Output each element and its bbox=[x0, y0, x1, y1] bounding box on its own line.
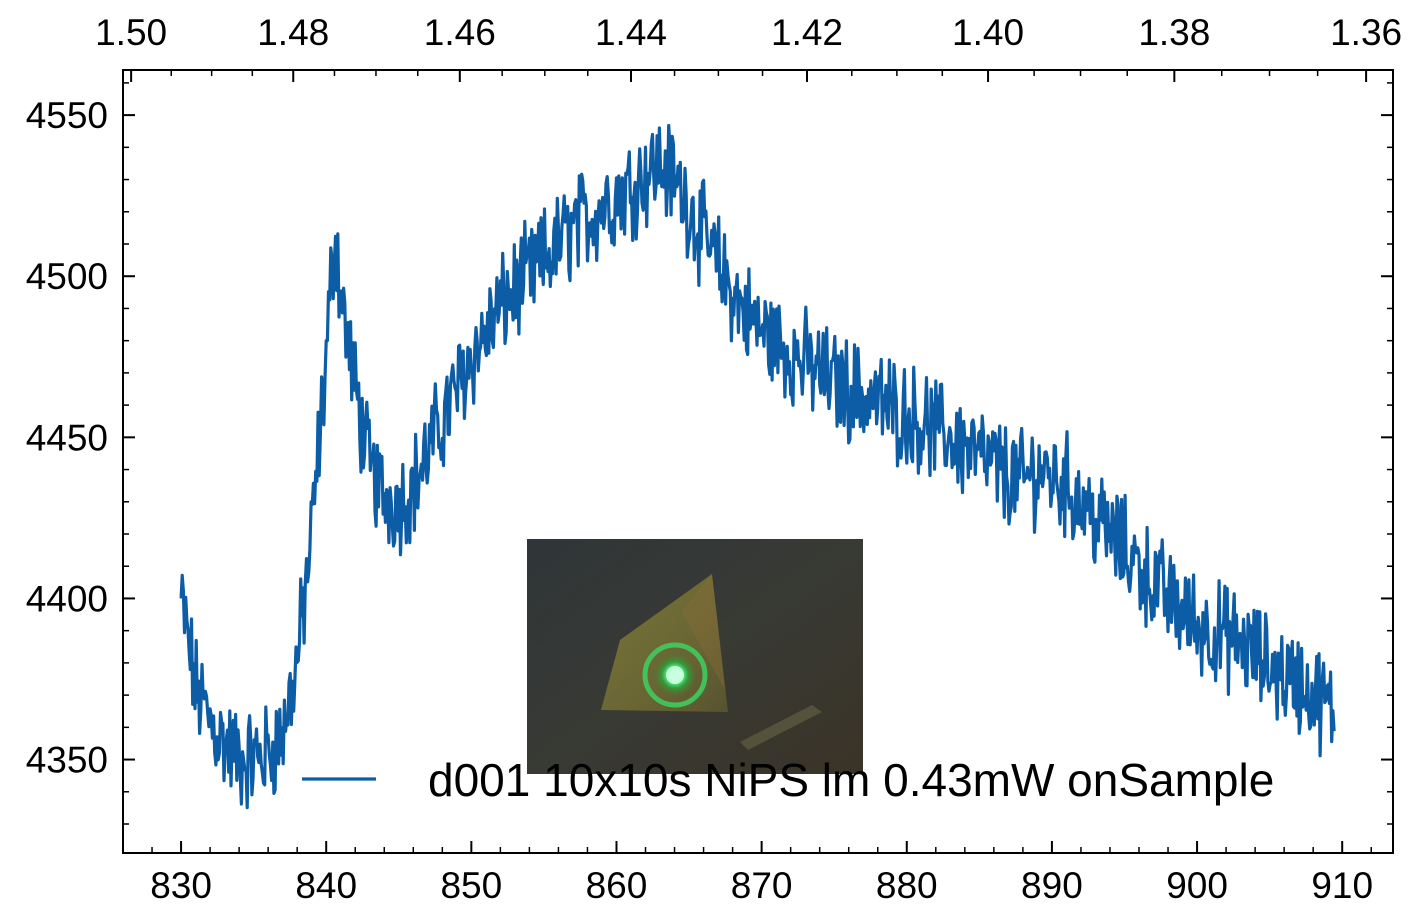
major-ticks bbox=[123, 70, 1393, 853]
top-tick-label: 1.48 bbox=[257, 12, 329, 53]
x-tick-label: 860 bbox=[586, 865, 648, 906]
y-tick-label: 4400 bbox=[26, 578, 108, 619]
x-tick-label: 830 bbox=[150, 865, 212, 906]
inset-laser-core bbox=[666, 666, 684, 684]
top-tick-label: 1.40 bbox=[952, 12, 1024, 53]
y-tick-label: 4500 bbox=[26, 256, 108, 297]
plot-frame bbox=[122, 69, 1394, 854]
y-tick-label: 4350 bbox=[26, 740, 108, 781]
x-tick-label: 880 bbox=[876, 865, 938, 906]
x-tick-labels: 830 840 850 860 870 880 890 900 910 bbox=[150, 865, 1373, 906]
x-tick-label: 870 bbox=[731, 865, 793, 906]
top-axis-tick-labels: 1.50 1.48 1.46 1.44 1.42 1.40 1.38 1.36 bbox=[95, 12, 1402, 53]
x-tick-label: 910 bbox=[1311, 865, 1373, 906]
inset-laser-ring bbox=[642, 642, 708, 708]
x-tick-label: 840 bbox=[295, 865, 357, 906]
inset-flake-highlight bbox=[682, 574, 725, 690]
x-tick-label: 850 bbox=[440, 865, 502, 906]
top-tick-label: 1.42 bbox=[771, 12, 843, 53]
y-tick-labels: 4350 4400 4450 4500 4550 bbox=[26, 95, 108, 780]
top-tick-label: 1.36 bbox=[1330, 12, 1402, 53]
x-tick-label: 900 bbox=[1166, 865, 1228, 906]
top-tick-label: 1.46 bbox=[424, 12, 496, 53]
top-tick-label: 1.50 bbox=[95, 12, 167, 53]
inset-flake-edge bbox=[740, 705, 822, 750]
series-line bbox=[179, 123, 1336, 810]
legend-label: d001 10x10s NiPS lm 0.43mW onSample bbox=[428, 754, 1274, 806]
legend: d001 10x10s NiPS lm 0.43mW onSample bbox=[302, 754, 1274, 806]
y-tick-label: 4550 bbox=[26, 95, 108, 136]
x-tick-label: 890 bbox=[1021, 865, 1083, 906]
inset-image bbox=[527, 539, 863, 774]
top-tick-label: 1.44 bbox=[595, 12, 667, 53]
y-tick-label: 4450 bbox=[26, 417, 108, 458]
top-tick-label: 1.38 bbox=[1138, 12, 1210, 53]
